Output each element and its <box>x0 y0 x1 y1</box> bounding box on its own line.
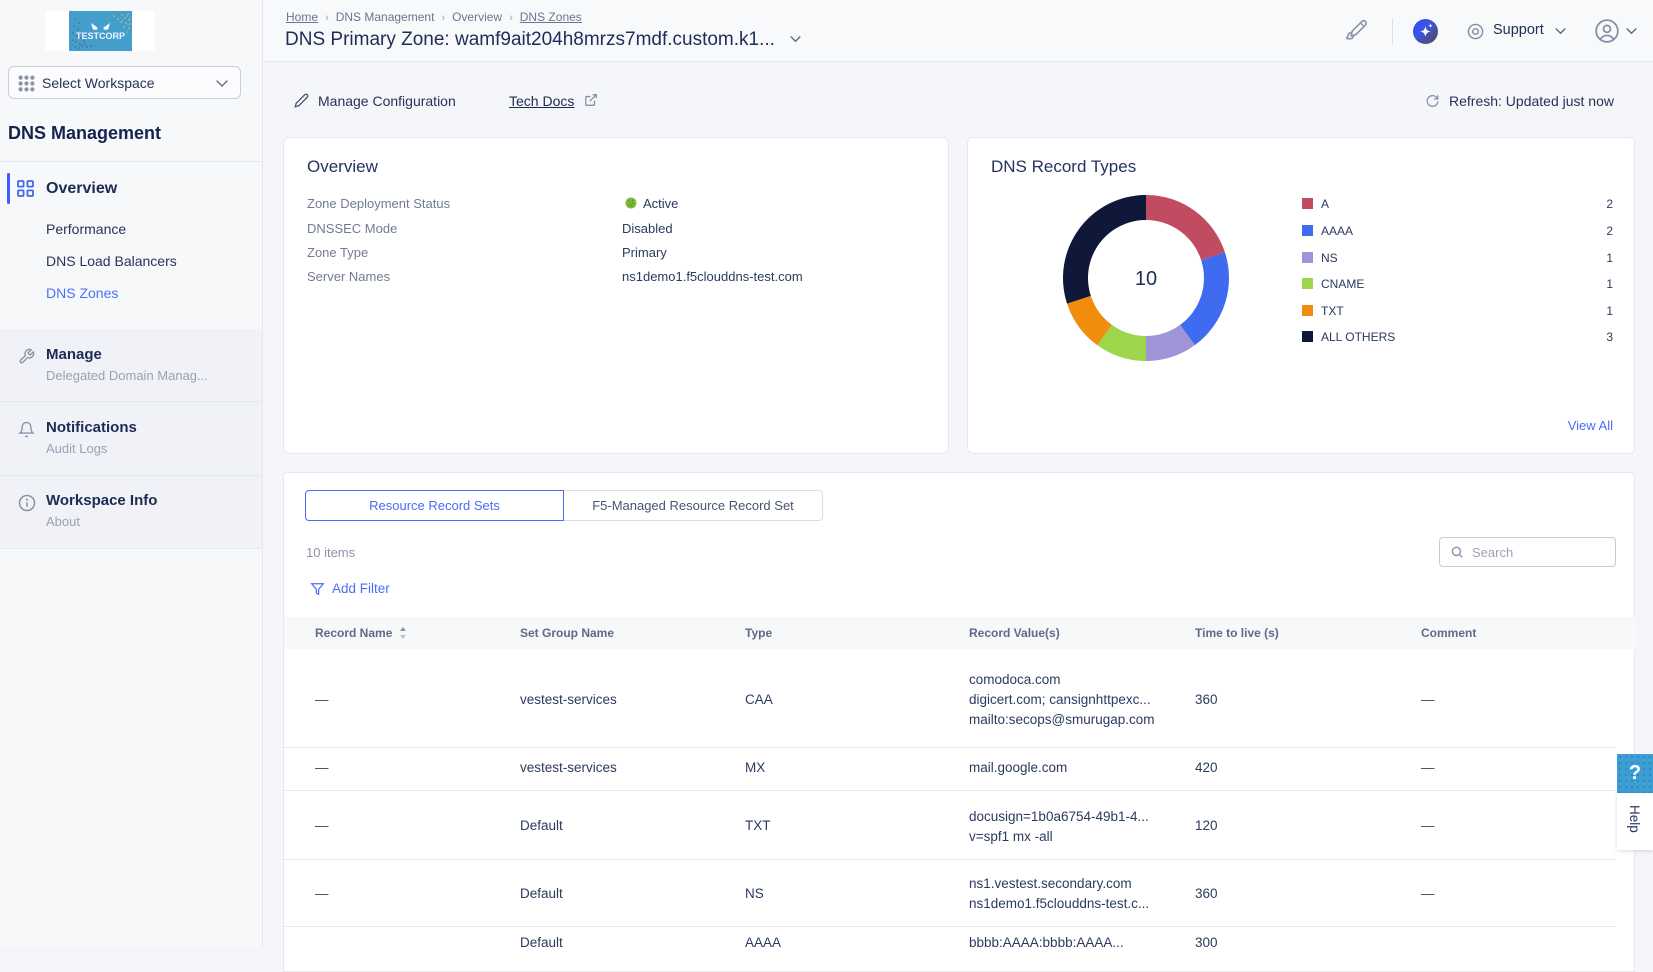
svg-text:TESTCORP: TESTCORP <box>76 31 125 41</box>
svg-text:10: 10 <box>1135 268 1157 290</box>
